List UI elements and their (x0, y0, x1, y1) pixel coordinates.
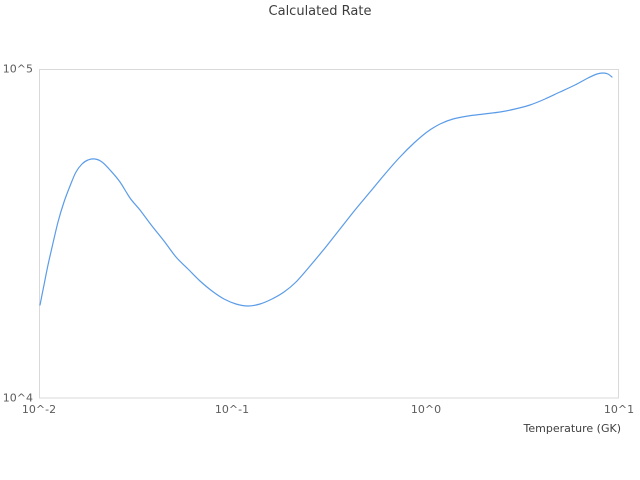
chart-title: Calculated Rate (268, 4, 372, 19)
x-tick-label: 10^-1 (214, 403, 250, 416)
y-tick-label: 10^5 (2, 62, 33, 76)
x-tick-label: 10^1 (603, 403, 635, 416)
rate-curve-series (39, 72, 613, 307)
y-tick-label: 10^4 (2, 391, 33, 405)
x-axis-title: Temperature (GK) (523, 422, 622, 435)
plot-border (39, 69, 619, 399)
x-tick-label: 10^0 (410, 403, 442, 416)
x-tick-label: 10^-2 (21, 403, 57, 416)
